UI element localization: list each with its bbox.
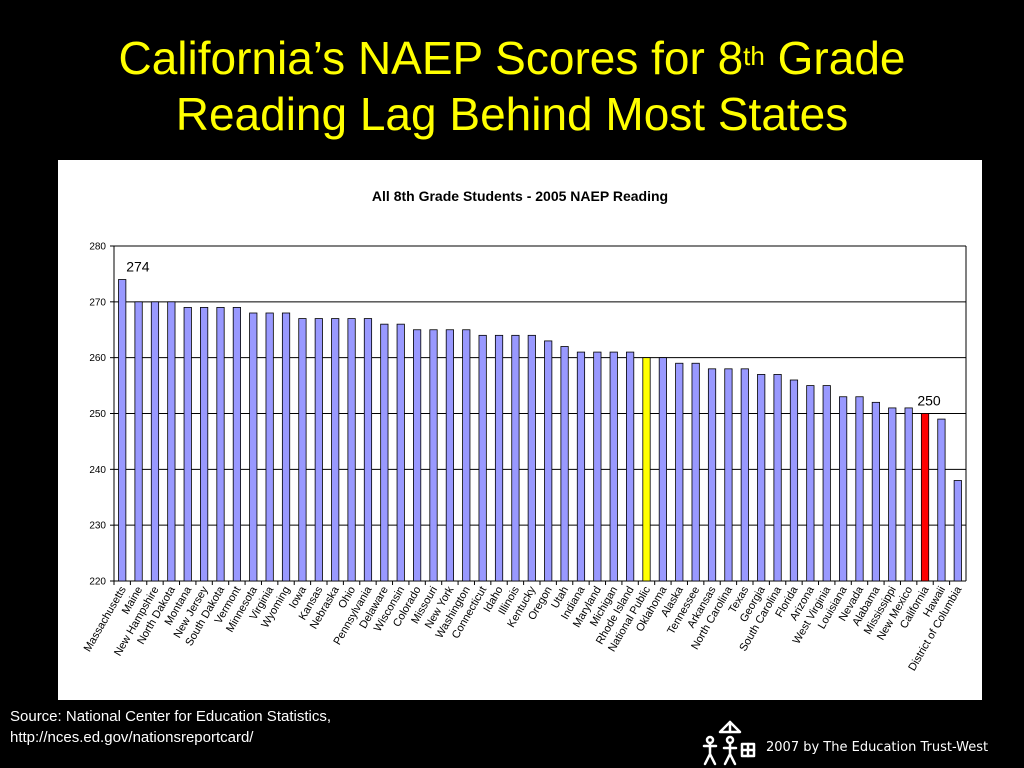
bar-new-jersey [200,307,209,582]
y-tick-label: 230 [89,521,106,532]
bar-ohio [347,318,356,582]
bar-new-york [445,329,454,582]
bar-north-carolina [724,368,733,582]
bar-alabama [871,401,880,582]
bar-chart: All 8th Grade Students - 2005 NAEP Readi… [82,188,967,673]
bar-idaho [494,334,504,582]
y-tick-label: 280 [89,242,106,253]
source-line-2: http://nces.ed.gov/nationsreportcard/ [10,729,254,746]
y-tick-label: 260 [89,353,106,364]
bar-virginia [265,312,274,582]
bar-wyoming [281,312,291,582]
bar-montana [183,307,192,582]
bar-kansas [314,318,323,582]
bar-washington [462,329,471,582]
bar-alaska [675,362,684,582]
bar-indiana [576,351,586,582]
bar-national-public [642,357,651,582]
y-tick-label: 270 [89,297,106,308]
bar-missouri [429,329,438,582]
bar-nebraska [331,318,340,582]
bar-florida [789,379,799,582]
data-label: 250 [917,393,941,409]
bar-kentucky [527,334,536,582]
bar-vermont [232,307,241,582]
title-superscript: th [743,41,765,71]
slide-title: California’s NAEP Scores for 8th Grade R… [0,30,1024,142]
copyright-text: 2007 by The Education Trust-West [766,740,989,755]
y-tick-label: 240 [89,465,106,476]
y-tick-label: 250 [89,409,106,420]
bar-arizona [806,385,815,582]
bar-connecticut [478,334,487,582]
bar-south-dakota [216,307,225,582]
title-line-1-end: Grade [764,32,906,84]
bar-new-mexico [904,407,913,582]
bar-nevada [855,396,864,582]
bar-georgia [757,374,766,582]
bar-district-of-columbia [953,480,962,582]
bar-minnesota [249,312,258,582]
bar-pennsylvania [363,318,373,582]
bar-massachusetts [118,279,127,582]
bar-iowa [298,318,307,582]
source-line-1: Source: National Center for Education St… [10,708,331,725]
bar-delaware [380,323,389,582]
chart-title: All 8th Grade Students - 2005 NAEP Readi… [372,188,668,204]
bar-maine [134,301,143,582]
bar-hawaii [937,418,946,582]
title-line-2: Reading Lag Behind Most States [175,88,849,140]
bar-rhode-island [626,351,635,582]
bar-utah [560,346,569,582]
bar-mississippi [888,407,897,582]
bar-michigan [609,351,618,582]
bar-wisconsin [396,323,405,582]
bar-illinois [511,334,520,582]
bar-north-dakota [167,301,176,582]
bar-oklahoma [658,357,667,582]
bar-california [920,413,930,582]
title-line-1-main: California’s NAEP Scores for 8 [118,32,744,84]
title-line-1: California’s NAEP Scores for 8th Grade [0,30,1024,86]
bar-oregon [544,340,553,582]
bar-new-hampshire [150,301,160,582]
y-tick-label: 220 [89,577,106,588]
chart-panel: All 8th Grade Students - 2005 NAEP Readi… [58,160,982,700]
education-trust-logo-icon [702,720,756,766]
source-note: Source: National Center for Education St… [10,706,331,748]
bar-maryland [593,351,602,582]
bar-colorado [413,329,422,582]
bar-arkansas [707,368,717,582]
bar-texas [740,368,749,582]
bar-louisiana [839,396,848,582]
data-label: 274 [126,259,150,275]
bar-south-carolina [773,374,782,582]
bar-west-virginia [822,385,831,582]
bar-tennessee [691,362,700,582]
